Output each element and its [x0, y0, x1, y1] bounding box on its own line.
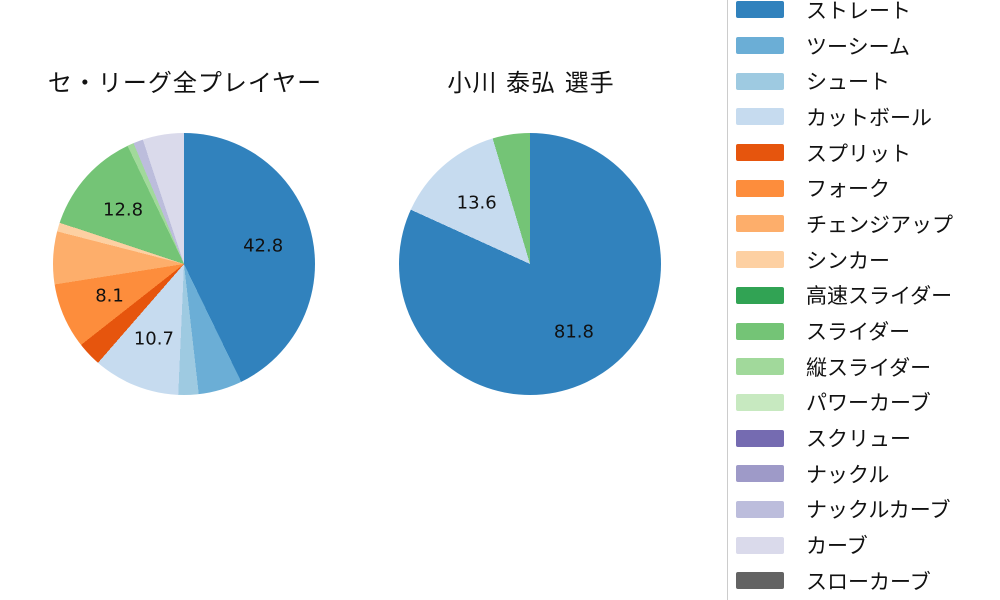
legend-swatch [736, 465, 784, 483]
pie-value-label: 12.8 [103, 199, 144, 221]
legend-swatch [736, 179, 784, 197]
legend-item: シンカー [736, 242, 1000, 278]
legend-item: ストレート [736, 0, 1000, 28]
legend-item: カットボール [736, 99, 1000, 135]
legend-item-label: シンカー [806, 248, 890, 273]
legend-swatch [736, 1, 784, 19]
legend-swatch [736, 108, 784, 126]
pie-value-label: 10.7 [133, 328, 174, 350]
legend-item: フォーク [736, 170, 1000, 206]
legend-swatch [736, 215, 784, 233]
legend-item-label: スライダー [806, 320, 911, 345]
left-pie-chart: 42.8 10.7 8.1 12.8 [53, 133, 315, 395]
legend-swatch [736, 251, 784, 269]
right-pie-title: 小川 泰弘 選手 [447, 69, 615, 97]
pie-value-label: 13.6 [456, 192, 497, 214]
legend-swatch [736, 144, 784, 162]
legend-swatch [736, 393, 784, 411]
legend-item: スクリュー [736, 420, 1000, 456]
legend-item-label: 高速スライダー [806, 284, 953, 309]
pie-value-label: 81.8 [553, 321, 594, 343]
legend-item-label: ツーシーム [806, 34, 910, 59]
legend-item-label: カーブ [806, 534, 868, 559]
legend: ストレートツーシームシュートカットボール スプリットフォークチェンジアップ シンカー… [727, 0, 1000, 600]
legend-swatch [736, 500, 784, 518]
legend-item: ナックルカーブ [736, 492, 1000, 528]
legend-item: ナックル [736, 456, 1000, 492]
pie-value-label: 42.8 [243, 235, 284, 257]
legend-item: カーブ [736, 527, 1000, 563]
legend-item: 高速スライダー [736, 278, 1000, 314]
legend-swatch [736, 429, 784, 447]
legend-item-label: チェンジアップ [806, 212, 953, 237]
legend-item-label: 縦スライダー [806, 355, 932, 380]
legend-swatch [736, 572, 784, 590]
left-pie-title: セ・リーグ全プレイヤー [47, 69, 323, 97]
legend-item-label: ストレート [806, 0, 911, 23]
right-pie-chart: 81.8 13.6 [399, 133, 661, 395]
legend-item-label: スプリット [806, 141, 911, 166]
legend-item: チェンジアップ [736, 206, 1000, 242]
legend-item: ツーシーム [736, 28, 1000, 64]
legend-swatch [736, 536, 784, 554]
legend-item: シュート [736, 63, 1000, 99]
legend-swatch [736, 358, 784, 376]
legend-item-label: パワーカーブ [806, 391, 931, 416]
legend-item-label: スクリュー [806, 427, 911, 452]
legend-item-label: ナックル [806, 462, 890, 487]
legend-item-label: シュート [806, 70, 890, 95]
legend-item-label: カットボール [806, 105, 932, 130]
legend-items: ストレートツーシームシュートカットボール スプリットフォークチェンジアップ シンカー… [736, 0, 1000, 599]
legend-item: スプリット [736, 135, 1000, 171]
legend-item-label: スローカーブ [806, 569, 931, 594]
legend-item: 縦スライダー [736, 349, 1000, 385]
legend-swatch [736, 322, 784, 340]
legend-swatch [736, 286, 784, 304]
legend-swatch [736, 72, 784, 90]
legend-item: スライダー [736, 313, 1000, 349]
legend-item: スローカーブ [736, 563, 1000, 599]
legend-swatch [736, 37, 784, 55]
legend-item: パワーカーブ [736, 385, 1000, 421]
pie-value-label: 8.1 [95, 285, 124, 307]
legend-item-label: フォーク [806, 177, 890, 202]
legend-item-label: ナックルカーブ [806, 498, 951, 523]
